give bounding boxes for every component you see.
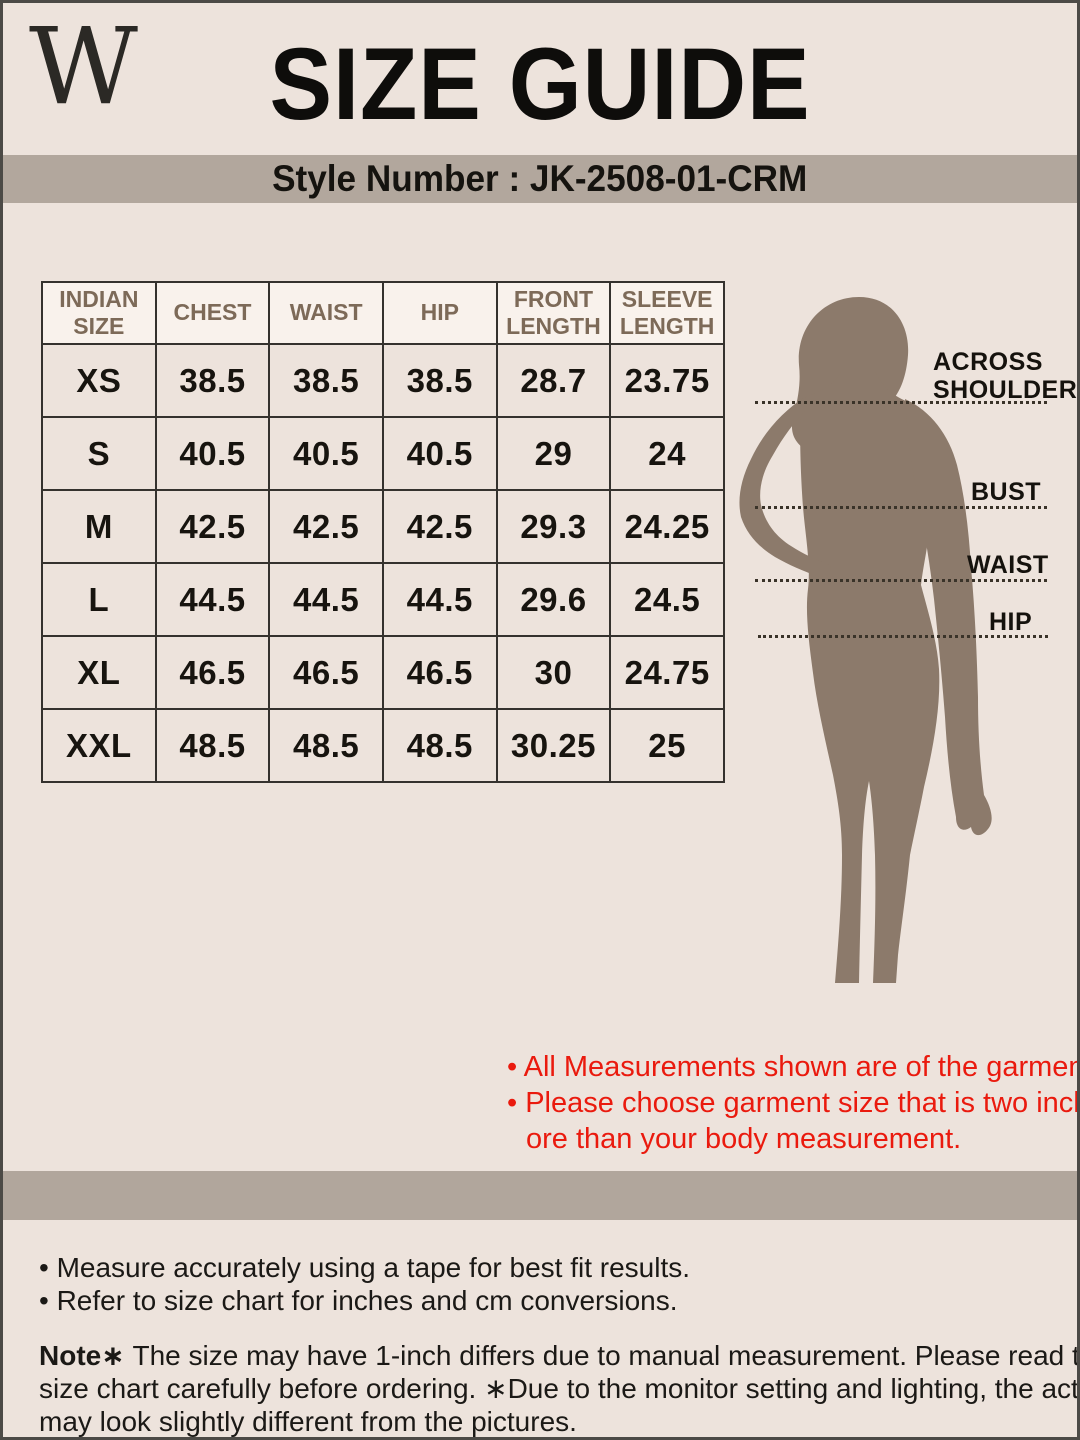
- value-cell: 42.5: [381, 489, 498, 564]
- shoulder-measure-line: [755, 401, 1047, 404]
- brand-logo: W: [29, 5, 138, 128]
- across-shoulder-label: ACROSS SHOULDER: [933, 348, 1078, 404]
- value-cell: 24.75: [609, 635, 725, 710]
- value-cell: 24: [609, 416, 725, 491]
- style-number-bar: Style Number : JK-2508-01-CRM: [3, 155, 1077, 203]
- value-cell: 29.6: [495, 562, 612, 637]
- table-row-xxl: XXL 48.5 48.5 48.5 30.25 25: [41, 708, 725, 783]
- footer-notes: • Measure accurately using a tape for be…: [39, 1251, 1080, 1437]
- footer-note-line: Note∗ The size may have 1-inch differs d…: [39, 1340, 1080, 1371]
- value-cell: 24.5: [609, 562, 725, 637]
- table-row-xs: XS 38.5 38.5 38.5 28.7 23.75: [41, 343, 725, 418]
- divider-bar: [3, 1171, 1077, 1220]
- footer-note-line: size chart carefully before ordering. ∗D…: [39, 1373, 1079, 1404]
- waist-label: WAIST: [967, 551, 1049, 579]
- column-header-chest: CHEST: [154, 281, 271, 345]
- value-cell: 28.7: [495, 343, 612, 418]
- column-header-sleeve-length: SLEEVE LENGTH: [609, 281, 725, 345]
- value-cell: 25: [609, 708, 725, 783]
- style-number-label: Style Number : JK-2508-01-CRM: [272, 158, 808, 199]
- table-row-xl: XL 46.5 46.5 46.5 30 24.75: [41, 635, 725, 710]
- hip-measure-line: [758, 635, 1048, 638]
- value-cell: 46.5: [154, 635, 271, 710]
- value-cell: 48.5: [268, 708, 384, 783]
- garment-note-line: ore than your body measurement.: [526, 1123, 962, 1155]
- value-cell: 29: [495, 416, 612, 491]
- table-row-l: L 44.5 44.5 44.5 29.6 24.5: [41, 562, 725, 637]
- size-chart-table: INDIAN SIZE CHEST WAIST HIP FRONT LENGTH…: [41, 281, 725, 783]
- value-cell: 23.75: [609, 343, 725, 418]
- size-cell: XL: [41, 635, 157, 710]
- garment-note-line: • Please choose garment size that is two…: [507, 1087, 1080, 1119]
- footer-note-line: may look slightly different from the pic…: [39, 1406, 577, 1437]
- value-cell: 38.5: [154, 343, 271, 418]
- value-cell: 46.5: [268, 635, 384, 710]
- page-title: SIZE GUIDE: [269, 27, 811, 141]
- footer-bullet-refer: • Refer to size chart for inches and cm …: [39, 1285, 678, 1316]
- value-cell: 40.5: [268, 416, 384, 491]
- bust-label: BUST: [971, 478, 1042, 506]
- garment-notes: • All Measurements shown are of the garm…: [507, 1049, 1080, 1157]
- column-header-indian-size: INDIAN SIZE: [41, 281, 157, 345]
- footer-bullet-measure: • Measure accurately using a tape for be…: [39, 1252, 690, 1283]
- value-cell: 44.5: [268, 562, 384, 637]
- column-header-waist: WAIST: [268, 281, 384, 345]
- value-cell: 24.25: [609, 489, 725, 564]
- size-cell: XS: [41, 343, 157, 418]
- value-cell: 40.5: [154, 416, 271, 491]
- note-prefix: Note∗: [39, 1340, 125, 1371]
- size-cell: M: [41, 489, 157, 564]
- value-cell: 38.5: [268, 343, 384, 418]
- size-cell: XXL: [41, 708, 157, 783]
- value-cell: 48.5: [154, 708, 271, 783]
- value-cell: 44.5: [154, 562, 271, 637]
- value-cell: 48.5: [381, 708, 498, 783]
- column-header-front-length: FRONT LENGTH: [495, 281, 612, 345]
- value-cell: 40.5: [381, 416, 498, 491]
- bust-measure-line: [755, 506, 1047, 509]
- size-cell: S: [41, 416, 157, 491]
- value-cell: 46.5: [381, 635, 498, 710]
- value-cell: 29.3: [495, 489, 612, 564]
- hip-label: HIP: [989, 608, 1033, 636]
- footer-note: Note∗ The size may have 1-inch differs d…: [39, 1339, 1080, 1437]
- size-cell: L: [41, 562, 157, 637]
- value-cell: 42.5: [154, 489, 271, 564]
- column-header-hip: HIP: [381, 281, 498, 345]
- table-row-s: S 40.5 40.5 40.5 29 24: [41, 416, 725, 491]
- value-cell: 42.5: [268, 489, 384, 564]
- waist-measure-line: [755, 579, 1047, 582]
- value-cell: 30: [495, 635, 612, 710]
- value-cell: 44.5: [381, 562, 498, 637]
- value-cell: 30.25: [495, 708, 612, 783]
- value-cell: 38.5: [381, 343, 498, 418]
- table-row-m: M 42.5 42.5 42.5 29.3 24.25: [41, 489, 725, 564]
- table-header-row: INDIAN SIZE CHEST WAIST HIP FRONT LENGTH…: [41, 281, 725, 345]
- garment-note-line: • All Measurements shown are of the garm…: [507, 1051, 1080, 1083]
